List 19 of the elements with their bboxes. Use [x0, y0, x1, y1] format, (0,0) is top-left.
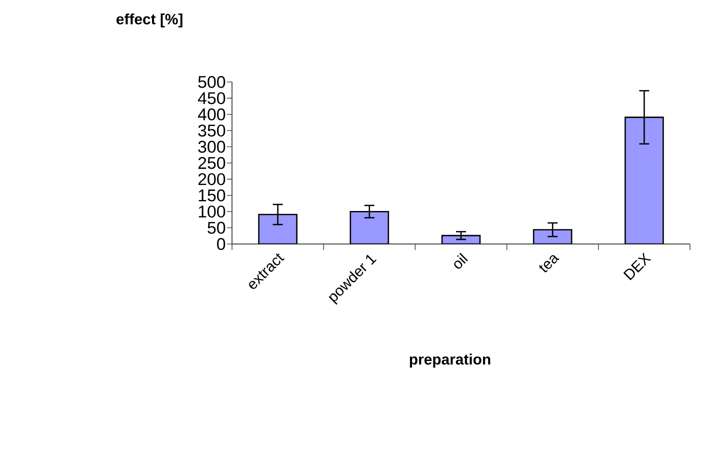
y-tick-label: 150 [198, 189, 226, 202]
bar [624, 116, 664, 244]
y-tick-label: 450 [198, 92, 226, 104]
y-tick-label: 350 [198, 124, 226, 137]
y-tick-label: 300 [198, 140, 226, 153]
y-tick-label: 200 [198, 173, 226, 186]
y-axis-title: effect [%] [116, 13, 182, 28]
y-tick-label: 100 [198, 206, 226, 218]
bar [532, 229, 572, 244]
y-tick-label: 500 [198, 76, 226, 88]
y-tick-label: 50 [208, 222, 226, 234]
y-tick-label: 0 [217, 238, 226, 250]
x-axis-title: preparation [410, 354, 490, 368]
x-tick-label: tea [539, 255, 560, 272]
bar [350, 210, 390, 244]
y-tick-label: 400 [198, 108, 226, 120]
x-tick-label: oil [454, 252, 468, 269]
bar [258, 214, 298, 244]
y-tick-label: 250 [198, 156, 226, 169]
